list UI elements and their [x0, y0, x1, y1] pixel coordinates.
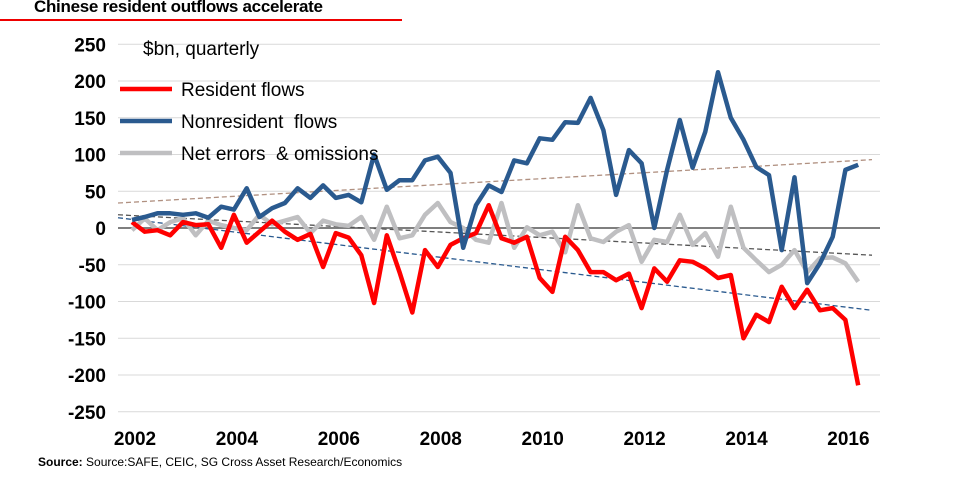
series-line-nonresident-flows: [131, 69, 860, 286]
y-tick-label: 200: [74, 72, 106, 93]
chart-title: Chinese resident outflows accelerate: [34, 0, 323, 16]
legend: Resident flows Nonresident flows Net error…: [120, 80, 378, 165]
title-underline: [0, 19, 402, 21]
y-tick-label: -150: [68, 329, 106, 350]
y-tick-label: 100: [74, 146, 106, 167]
x-tick-label: 2002: [114, 429, 156, 450]
x-tick-label: 2006: [318, 429, 360, 450]
x-tick-label: 2012: [623, 429, 665, 450]
x-tick-label: 2016: [827, 429, 869, 450]
x-tick-label: 2014: [725, 429, 768, 450]
y-tick-label: 250: [74, 35, 106, 56]
y-tick-label: 150: [74, 109, 106, 130]
y-tick-label: 0: [95, 219, 106, 240]
legend-label: Nonresident flows: [181, 112, 337, 133]
y-tick-label: -200: [68, 366, 106, 387]
trendline: [117, 217, 873, 311]
trendlines: [117, 158, 873, 311]
y-tick-label: -250: [68, 403, 106, 424]
legend-label: Resident flows: [181, 80, 305, 101]
legend-label: Net errors & omissions: [181, 144, 378, 165]
y-tick-label: 50: [85, 182, 106, 203]
chart-subtitle: $bn, quarterly: [143, 39, 260, 60]
source-label: Source:: [38, 455, 83, 469]
x-axis-ticks: 2002 2004 2006 2008 2010 2012 2014 2016: [114, 429, 870, 450]
y-tick-label: -50: [79, 256, 106, 277]
trendline: [117, 214, 873, 256]
source-text: Source:SAFE, CEIC, SG Cross Asset Resear…: [82, 455, 403, 469]
trendline: [117, 158, 873, 204]
source-note: Source: Source:SAFE, CEIC, SG Cross Asse…: [38, 455, 402, 469]
x-tick-label: 2010: [522, 429, 564, 450]
series-line-resident-flows: [130, 202, 861, 386]
series-lines: [130, 69, 861, 386]
x-tick-label: 2008: [420, 429, 462, 450]
x-tick-label: 2004: [216, 429, 259, 450]
y-axis-ticks: 250 200 150 100 50 0 -50 -100 -150 -200 -250: [68, 35, 106, 424]
series-line-net-errors-omissions: [130, 200, 861, 283]
y-tick-label: -100: [68, 293, 106, 314]
